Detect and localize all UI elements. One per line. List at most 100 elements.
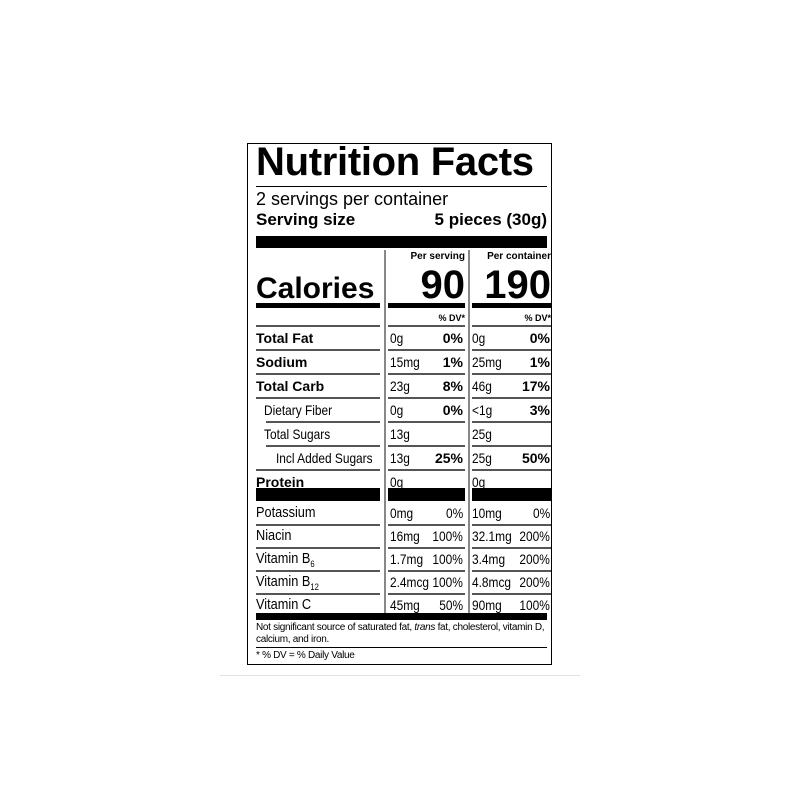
nutrition-facts-label: Nutrition Facts 2 servings per container… — [247, 140, 552, 665]
thick-divider — [256, 488, 380, 501]
serving-amount: 15mg — [390, 354, 420, 370]
container-amount: 25g — [472, 426, 492, 442]
dv-header-serving: % DV* — [438, 313, 465, 323]
row-divider — [256, 373, 380, 375]
vitamin-name: Vitamin B12 — [256, 572, 319, 597]
row-divider — [388, 469, 465, 471]
serving-amount: 1.7mg — [390, 551, 424, 567]
nutrient-name: Protein — [256, 474, 305, 490]
row-divider — [472, 570, 551, 572]
calories-bar — [388, 303, 465, 308]
vitamin-name-text: Vitamin B — [256, 573, 311, 590]
calories-label: Calories — [256, 272, 375, 305]
calories-bar — [472, 303, 551, 308]
serving-dv: 100% — [432, 574, 463, 590]
row-divider — [256, 524, 380, 526]
row-divider — [472, 373, 551, 375]
container-dv: 200% — [519, 551, 550, 567]
vitamin-subscript: 12 — [310, 582, 319, 592]
serving-amount: 13g — [390, 426, 410, 442]
serving-amount: 16mg — [390, 528, 420, 544]
row-divider — [256, 547, 380, 549]
nutrient-name: Total Carb — [256, 378, 325, 394]
container-amount: <1g — [472, 402, 493, 418]
thick-divider — [256, 236, 547, 248]
row-divider — [388, 570, 465, 572]
container-amount: 46g — [472, 378, 492, 394]
container-amount: 10mg — [472, 505, 502, 521]
serving-amount: 0g — [390, 474, 404, 490]
container-dv: 0% — [529, 330, 550, 346]
container-amount: 3.4mg — [472, 551, 506, 567]
divider — [256, 186, 547, 187]
row-divider — [472, 445, 551, 447]
serving-amount: 23g — [390, 378, 410, 394]
vitamin-name: Niacin — [256, 526, 291, 546]
row-divider — [388, 373, 465, 375]
divider — [220, 675, 580, 676]
thick-divider — [472, 488, 551, 501]
calories-bar — [256, 303, 380, 308]
divider — [388, 325, 465, 327]
vitamin-name: Vitamin B6 — [256, 549, 315, 574]
container-dv: 200% — [519, 528, 550, 544]
serving-amount: 0g — [390, 402, 404, 418]
vitamin-name: Vitamin C — [256, 595, 311, 615]
row-divider — [388, 524, 465, 526]
row-divider — [256, 349, 380, 351]
container-dv: 100% — [519, 597, 550, 613]
row-divider — [388, 547, 465, 549]
divider — [256, 325, 380, 327]
row-divider — [256, 469, 380, 471]
per-serving-header: Per serving — [410, 251, 465, 262]
row-divider — [388, 593, 465, 595]
row-divider — [472, 349, 551, 351]
serving-dv: 0% — [445, 505, 463, 521]
serving-amount: 0g — [390, 330, 404, 346]
serving-size-label: Serving size — [256, 210, 356, 229]
vitamin-name-text: Vitamin C — [256, 596, 312, 613]
serving-dv: 0% — [442, 330, 463, 346]
container-amount: 90mg — [472, 597, 502, 613]
container-amount: 25g — [472, 450, 492, 466]
container-dv: 0% — [532, 505, 550, 521]
serving-dv: 1% — [442, 354, 463, 370]
per-container-header: Per container — [487, 251, 551, 262]
container-dv: 50% — [521, 450, 550, 466]
row-divider — [256, 593, 380, 595]
footnote-text: fat, cholesterol, vitamin D, calcium, an… — [256, 622, 545, 645]
container-dv: 1% — [529, 354, 550, 370]
serving-dv: 50% — [439, 597, 463, 613]
row-divider — [266, 445, 380, 447]
nutrient-name: Total Fat — [256, 330, 314, 346]
container-amount: 0g — [472, 330, 486, 346]
vitamin-name-text: Potassium — [256, 504, 316, 521]
footnote: Not significant source of saturated fat,… — [256, 622, 551, 646]
row-divider — [472, 469, 551, 471]
serving-dv: 100% — [432, 551, 463, 567]
serving-dv: 0% — [442, 402, 463, 418]
row-divider — [472, 524, 551, 526]
serving-dv: 100% — [432, 528, 463, 544]
container-amount: 4.8mcg — [472, 574, 512, 590]
container-amount: 25mg — [472, 354, 502, 370]
container-amount: 32.1mg — [472, 528, 512, 544]
nutrient-name: Total Sugars — [264, 426, 331, 442]
vitamin-name-text: Vitamin B — [256, 550, 311, 567]
row-divider — [388, 349, 465, 351]
column-divider — [468, 250, 470, 613]
dv-header-container: % DV* — [524, 313, 551, 323]
row-divider — [472, 421, 551, 423]
row-divider — [472, 547, 551, 549]
serving-dv: 25% — [434, 450, 463, 466]
row-divider — [388, 445, 465, 447]
serving-dv: 8% — [442, 378, 463, 394]
serving-amount: 13g — [390, 450, 410, 466]
row-divider — [388, 421, 465, 423]
nutrient-name: Sodium — [256, 354, 308, 370]
dv-note: * % DV = % Daily Value — [256, 650, 355, 661]
thick-divider — [256, 613, 547, 620]
calories-per-container: 190 — [484, 263, 551, 307]
container-amount: 0g — [472, 474, 486, 490]
row-divider — [472, 593, 551, 595]
